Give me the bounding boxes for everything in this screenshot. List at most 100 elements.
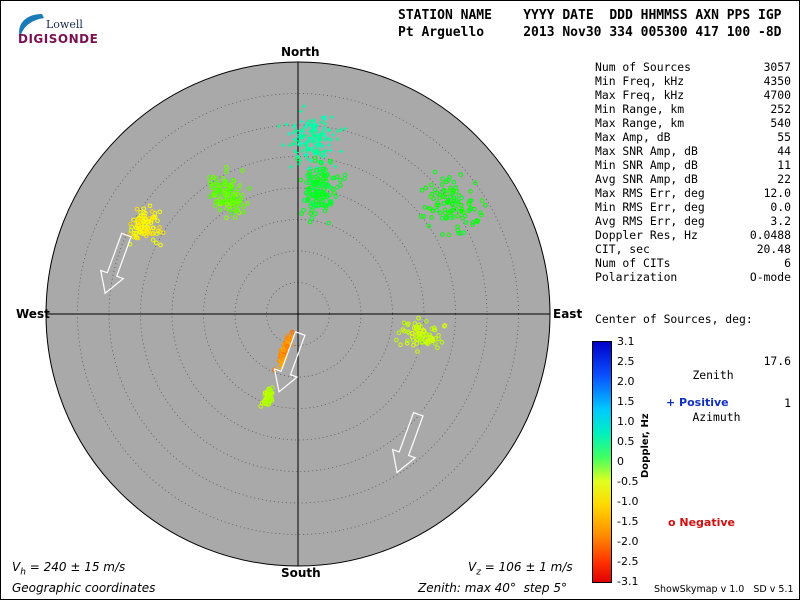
source-point-negative xyxy=(285,338,290,344)
source-point-positive xyxy=(335,137,340,142)
source-point-positive xyxy=(338,127,343,132)
source-point-negative xyxy=(217,207,223,213)
stat-label: Max SNR Amp, dB xyxy=(595,144,698,158)
stat-row: Num of Sources 3057 xyxy=(595,60,795,74)
stat-row: CIT, sec 20.48 xyxy=(595,242,795,256)
center-arrow-icon xyxy=(273,331,306,393)
source-point-negative xyxy=(307,219,313,225)
source-point-negative xyxy=(157,209,163,215)
source-point-negative xyxy=(226,203,232,209)
stat-value: 540 xyxy=(770,116,791,130)
stat-label: Max Range, km xyxy=(595,116,685,130)
source-point-negative xyxy=(442,210,448,216)
source-point-negative xyxy=(439,339,445,345)
stat-value: 3057 xyxy=(763,60,791,74)
source-point-negative xyxy=(209,185,214,191)
vh-subscript: h xyxy=(20,567,26,578)
source-point-positive xyxy=(313,133,318,138)
source-point-negative xyxy=(436,336,441,342)
source-point-negative xyxy=(147,203,153,209)
source-point-negative xyxy=(154,231,160,236)
source-point-negative xyxy=(428,194,433,199)
logo-line2: DIGISONDE xyxy=(18,32,99,46)
source-point-negative xyxy=(310,168,316,174)
west-label: West xyxy=(16,307,50,321)
source-point-negative xyxy=(262,390,268,395)
source-point-negative xyxy=(323,205,329,211)
source-point-negative xyxy=(401,320,407,326)
source-point-positive xyxy=(287,143,292,148)
source-point-negative xyxy=(160,230,166,236)
source-point-negative xyxy=(460,215,465,221)
vh-readout: Vh = 240 ± 15 m/s xyxy=(12,560,125,577)
source-point-negative xyxy=(416,324,422,330)
stat-row: Min Freq, kHz 4350 xyxy=(595,74,795,88)
source-point-negative xyxy=(133,231,139,236)
source-point-positive xyxy=(291,124,296,129)
stat-value: 4350 xyxy=(763,74,791,88)
source-point-negative xyxy=(324,178,329,184)
source-point-negative xyxy=(333,194,339,199)
colorbar-tick: 1.0 xyxy=(617,415,635,428)
colorbar-title: Doppler, Hz xyxy=(640,413,651,478)
header-line2: Pt Arguello 2013 Nov30 334 005300 417 10… xyxy=(398,25,782,40)
stat-row: Polarization O-mode xyxy=(595,270,795,284)
source-point-negative xyxy=(229,200,235,206)
source-point-negative xyxy=(431,196,436,201)
source-point-positive xyxy=(316,144,321,149)
source-point-positive xyxy=(308,158,313,163)
source-point-negative xyxy=(311,205,317,210)
source-point-negative xyxy=(150,225,156,231)
source-point-negative xyxy=(450,190,455,196)
center-azimuth-row: Azimuth 1 xyxy=(595,396,795,424)
source-point-negative xyxy=(234,189,239,195)
source-point-positive xyxy=(297,135,302,140)
source-point-negative xyxy=(217,190,222,195)
source-point-negative xyxy=(141,222,147,228)
source-point-negative xyxy=(278,351,284,357)
colorbar-tick: -2.0 xyxy=(617,535,639,548)
source-point-negative xyxy=(479,212,484,218)
source-point-negative xyxy=(157,225,162,230)
source-point-negative xyxy=(234,209,239,214)
source-point-positive xyxy=(319,131,324,136)
source-point-negative xyxy=(131,217,136,223)
source-point-negative xyxy=(441,201,447,206)
source-point-negative xyxy=(227,189,232,195)
source-point-positive xyxy=(276,124,281,129)
colorbar-tick: 2.5 xyxy=(617,355,635,368)
source-point-negative xyxy=(141,209,146,215)
source-point-negative xyxy=(131,234,136,240)
source-point-negative xyxy=(337,178,343,183)
stat-label: Doppler Res, Hz xyxy=(595,228,698,242)
source-point-positive xyxy=(315,123,320,128)
source-point-negative xyxy=(215,180,220,185)
source-point-negative xyxy=(247,186,252,191)
source-point-negative xyxy=(426,223,432,229)
colorbar-tick: -0.5 xyxy=(617,475,639,488)
source-point-negative xyxy=(422,204,428,210)
stat-value: 252 xyxy=(770,102,791,116)
stat-label: CIT, sec xyxy=(595,242,650,256)
center-azimuth-value: 1 xyxy=(784,396,791,410)
source-point-positive xyxy=(296,162,301,167)
source-point-negative xyxy=(448,185,453,191)
source-point-negative xyxy=(437,192,442,197)
source-point-negative xyxy=(321,190,326,195)
colorbar-tick: -1.0 xyxy=(617,495,639,508)
colorbar-tick: -3.1 xyxy=(617,575,639,588)
source-point-negative xyxy=(134,206,140,212)
source-point-negative xyxy=(338,183,343,188)
source-point-negative xyxy=(321,166,326,171)
stat-row: Max Amp, dB 55 xyxy=(595,130,795,144)
source-point-negative xyxy=(209,183,215,188)
source-point-negative xyxy=(430,337,436,342)
source-point-negative xyxy=(328,160,333,165)
source-point-negative xyxy=(222,182,228,188)
source-point-negative xyxy=(324,173,329,178)
source-point-negative xyxy=(409,331,415,336)
source-point-negative xyxy=(463,220,469,225)
source-point-negative xyxy=(128,228,134,233)
source-point-negative xyxy=(313,211,318,216)
center-zenith-label: Zenith xyxy=(692,368,734,382)
